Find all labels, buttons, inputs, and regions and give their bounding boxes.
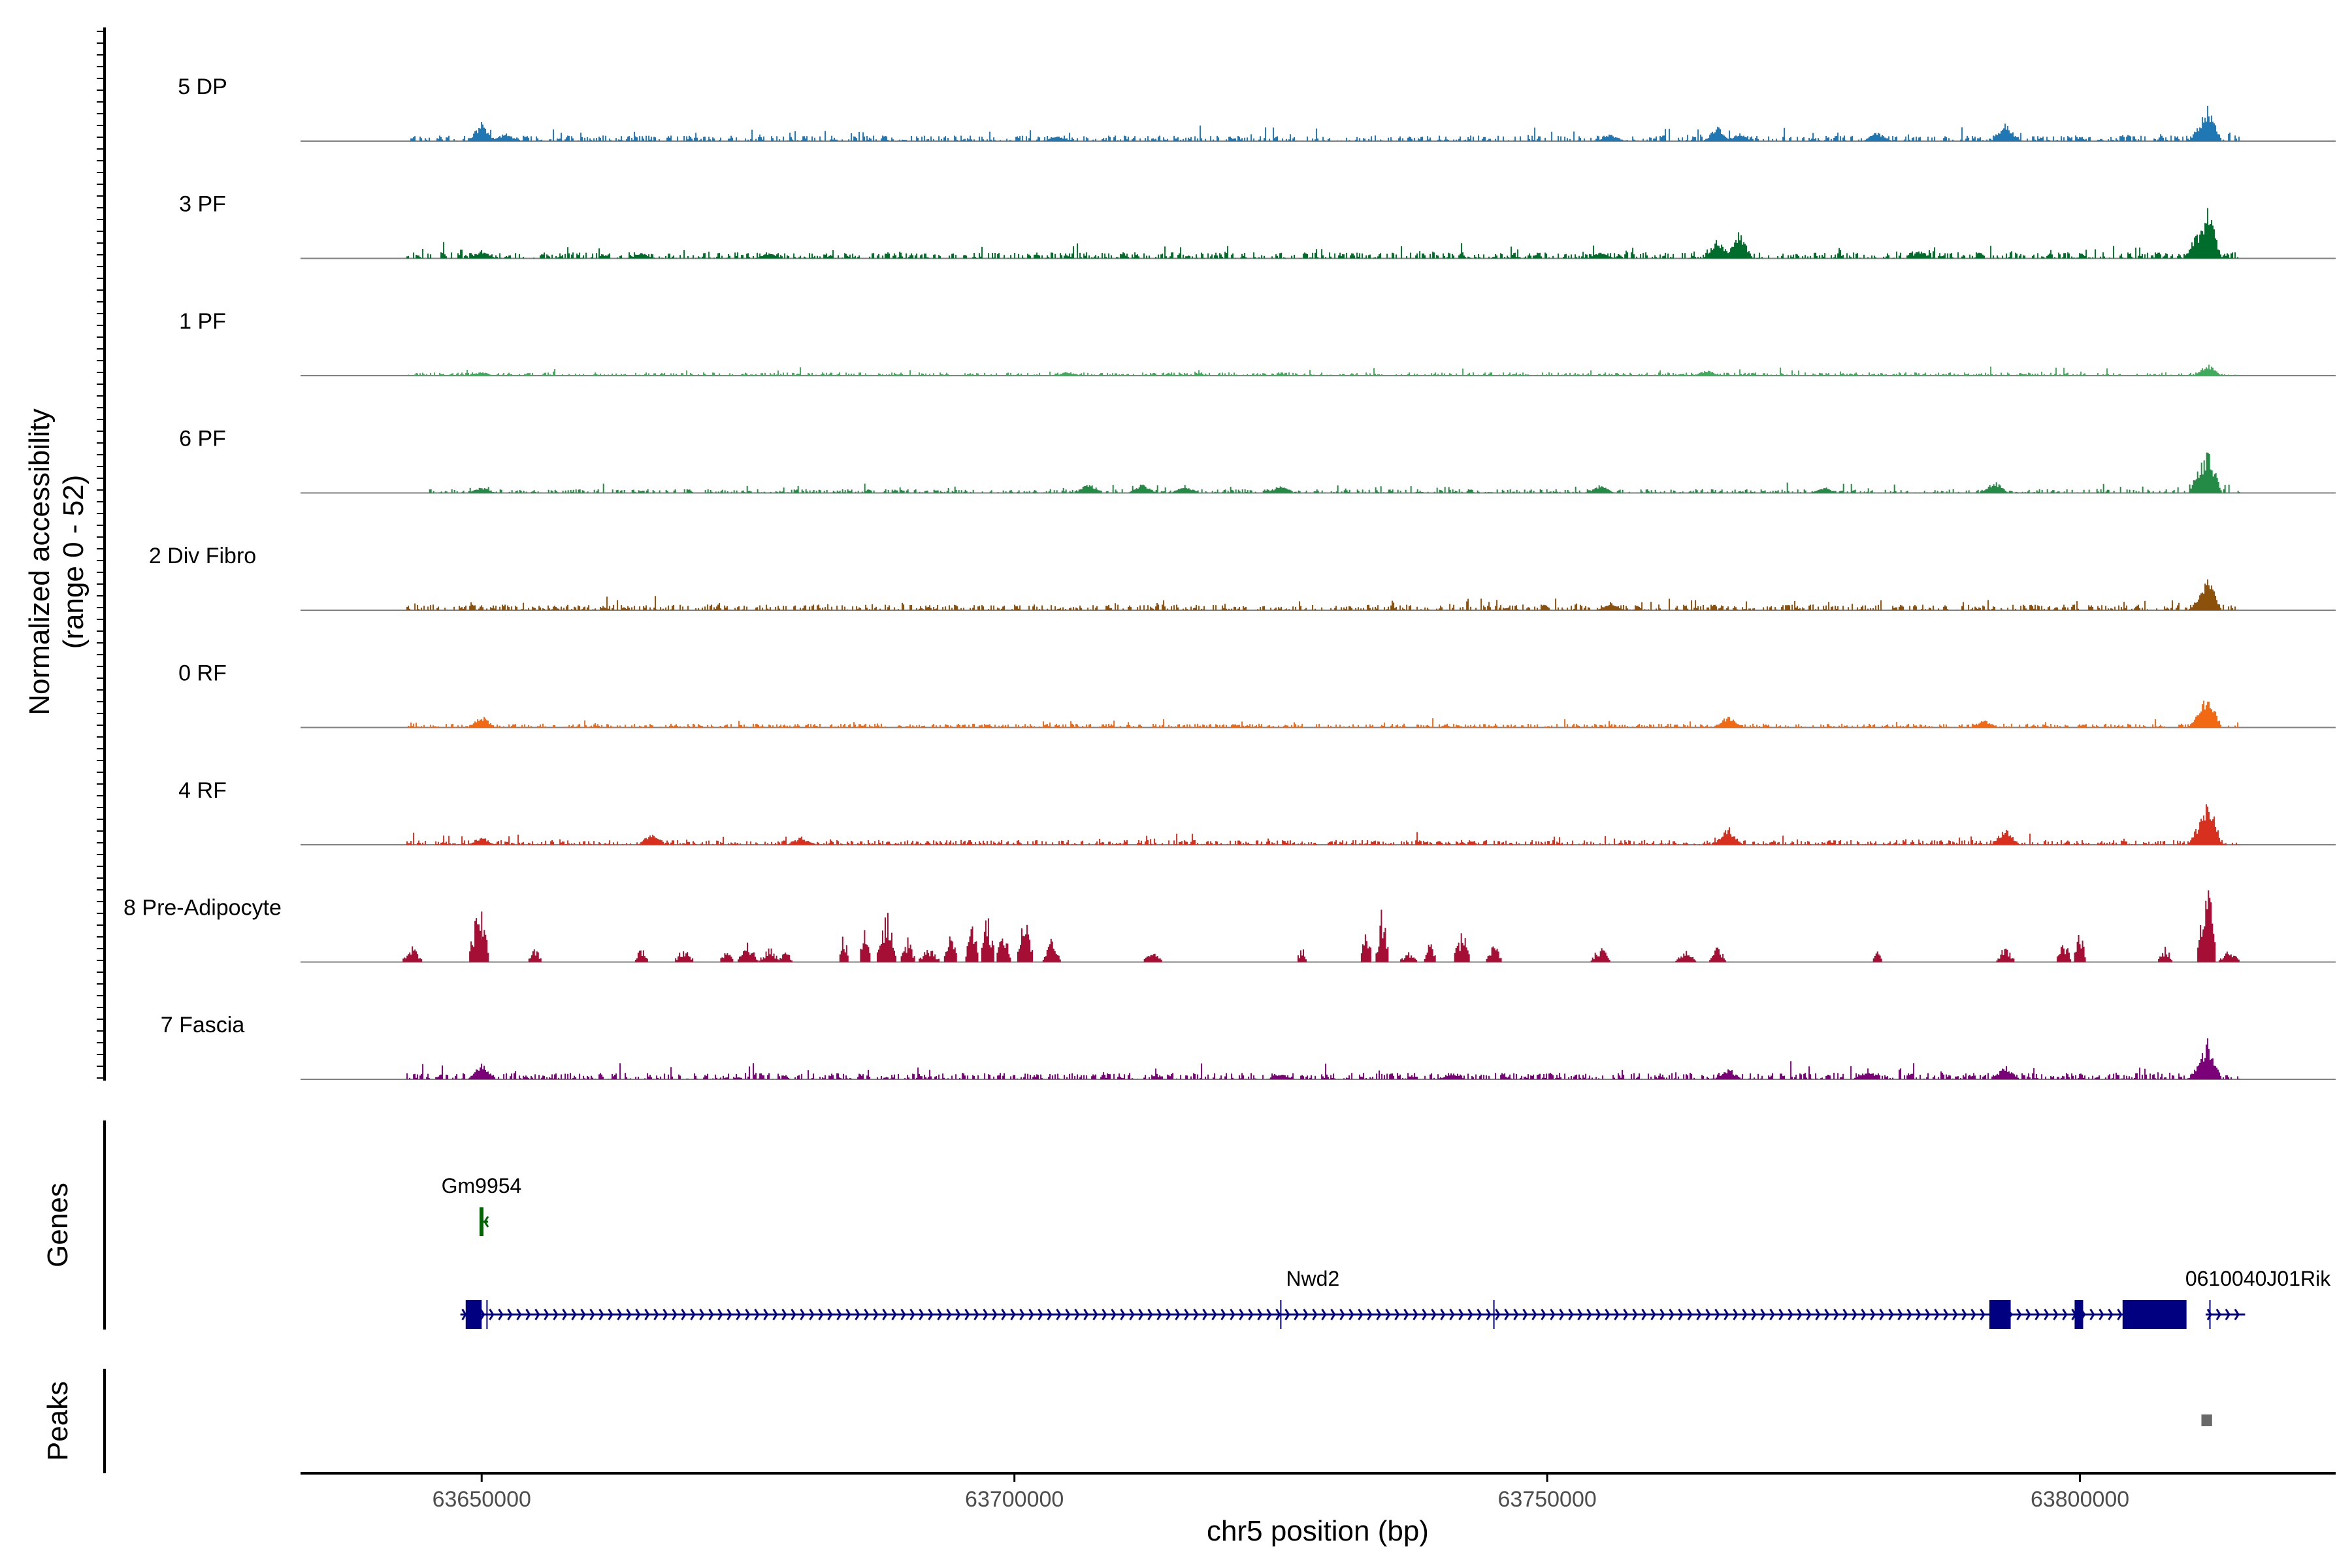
coverage-tracks: 5 DP 3 PF 1 PF 6 PF 2 Div Fibro 0 RF 4 RF 8 Pre… [123,74,2336,1080]
track-0-rf: 0 RF [178,661,2336,728]
track-label: 3 PF [179,192,226,217]
track-label: 8 Pre-Adipocyte [123,896,282,921]
gene-name-label: Gm9954 [442,1174,522,1198]
gene-annotations: Gm9954 Nwd2 0610040J01Rik [442,1174,2331,1329]
strand-chevrons [483,1216,489,1228]
coverage-signal [410,105,2240,141]
coverage-signal [406,1038,2240,1079]
track-label: 2 Div Fibro [149,544,256,568]
gene-name-label: Nwd2 [1286,1267,1339,1290]
peaks-panel-label: Peaks [42,1381,74,1461]
strand-chevrons [2206,1309,2240,1320]
track-7-fascia: 7 Fascia [161,1013,2336,1080]
coverage-signal [406,208,2239,259]
coverage-signal [402,890,2240,962]
track-label: 7 Fascia [161,1013,245,1037]
x-tick-label: 63750000 [1498,1487,1597,1512]
genes-panel-label: Genes [42,1183,74,1267]
x-axis-ticks: 63650000 63700000 63750000 63800000 [433,1473,2129,1512]
track-5-dp: 5 DP [178,74,2336,142]
gene-0610040j01rik: 0610040J01Rik [2185,1267,2331,1329]
exon [2074,1300,2083,1329]
x-tick-label: 63700000 [965,1487,1064,1512]
track-3-pf: 3 PF [179,192,2336,259]
track-label: 5 DP [178,74,227,99]
coverage-signal [408,700,2239,728]
x-tick-label: 63800000 [2031,1487,2129,1512]
y-axis-title-line1: Normalized accessibility [24,408,56,715]
coverage-signal [408,365,2239,376]
gene-gm9954: Gm9954 [442,1174,522,1236]
exon [465,1300,482,1329]
peak-regions [2201,1414,2212,1426]
coverage-signal [406,579,2239,610]
track-8-pre-adipocyte: 8 Pre-Adipocyte [123,890,2336,963]
coverage-signal [429,452,2240,493]
gene-name-label: 0610040J01Rik [2185,1267,2331,1290]
track-4-rf: 4 RF [178,778,2336,845]
y-axis-title: Normalized accessibility (range 0 - 52) [24,408,90,715]
peak-region [2201,1414,2212,1426]
exon [2122,1300,2187,1329]
track-label: 4 RF [178,778,227,803]
x-tick-label: 63650000 [433,1487,531,1512]
track-label: 0 RF [178,661,227,686]
track-2-div-fibro: 2 Div Fibro [149,544,2336,611]
coverage-y-ticks [97,31,105,1079]
gene-nwd2: Nwd2 [460,1267,2187,1329]
track-label: 6 PF [179,427,226,451]
y-axis-title-line2: (range 0 - 52) [57,475,90,649]
exon [1989,1300,2011,1329]
exon [479,1207,483,1236]
x-axis-title: chr5 position (bp) [1207,1515,1429,1547]
track-6-pf: 6 PF [179,427,2336,494]
coverage-signal [406,804,2240,845]
strand-chevrons [461,1309,2141,1320]
track-label: 1 PF [179,309,226,334]
track-1-pf: 1 PF [179,309,2336,376]
